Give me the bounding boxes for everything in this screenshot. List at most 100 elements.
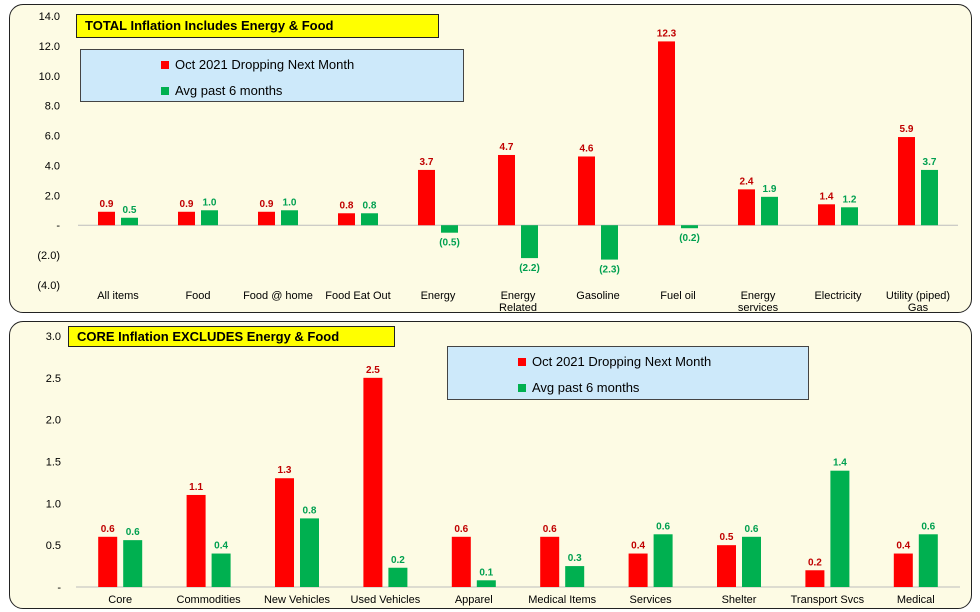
- bar-oct-2021: [275, 478, 294, 587]
- data-label: 0.9: [180, 199, 194, 210]
- bar-oct-2021: [893, 553, 913, 587]
- y-tick-label: -: [57, 582, 61, 594]
- bar-oct-2021: [178, 211, 195, 226]
- y-tick-label: (4.0): [37, 280, 60, 292]
- chart-title: CORE Inflation EXCLUDES Energy & Food: [68, 326, 395, 347]
- chart-legend: Oct 2021 Dropping Next Month Avg past 6 …: [80, 49, 464, 102]
- data-label: 3.7: [420, 157, 434, 168]
- bar-avg-6-months: [201, 210, 218, 226]
- data-label: 2.4: [740, 176, 754, 187]
- bar-avg-6-months: [476, 580, 496, 587]
- data-label: 0.6: [921, 521, 935, 532]
- bar-avg-6-months: [681, 225, 698, 229]
- y-tick-label: 6.0: [45, 131, 60, 143]
- data-label: 0.9: [100, 199, 114, 210]
- data-label: 1.3: [278, 465, 292, 476]
- bar-avg-6-months: [211, 553, 231, 587]
- data-label: 3.7: [923, 157, 937, 168]
- data-label: 0.1: [479, 567, 493, 578]
- bar-oct-2021: [818, 204, 835, 226]
- legend-item-oct-2021: Oct 2021 Dropping Next Month: [161, 57, 354, 72]
- bar-oct-2021: [186, 494, 206, 587]
- data-label: 5.9: [900, 124, 914, 135]
- chart-title: TOTAL Inflation Includes Energy & Food: [76, 14, 439, 38]
- x-category-label: Shelter: [722, 594, 757, 606]
- bar-avg-6-months: [300, 518, 319, 587]
- bar-avg-6-months: [521, 225, 538, 259]
- data-label: 0.8: [363, 200, 377, 211]
- data-label: (0.2): [679, 233, 700, 244]
- x-category-label: Transport Svcs: [791, 594, 865, 606]
- data-label: 0.5: [720, 532, 734, 543]
- data-label: 1.4: [820, 191, 834, 202]
- bar-oct-2021: [628, 553, 648, 587]
- bar-avg-6-months: [388, 567, 408, 587]
- bar-oct-2021: [898, 137, 915, 226]
- y-tick-label: 0.5: [46, 540, 61, 552]
- data-label: 1.9: [763, 184, 777, 195]
- x-category-label: Fuel oil: [660, 290, 695, 302]
- data-label: 1.4: [833, 458, 847, 469]
- total-inflation-panel: 14.0 12.0 10.0 8.0 6.0 4.0 2.0 - (2.0) (4.0) 0.9 0.…: [9, 4, 972, 313]
- x-category-label: Electricity: [814, 290, 862, 302]
- data-label: 0.2: [391, 555, 405, 566]
- y-tick-label: 10.0: [39, 71, 60, 83]
- bar-oct-2021: [498, 154, 515, 226]
- x-category-label: New Vehicles: [264, 594, 331, 606]
- data-label: 0.8: [340, 200, 354, 211]
- y-tick-label: 14.0: [39, 11, 60, 23]
- bar-avg-6-months: [441, 225, 458, 233]
- data-label: (2.3): [599, 265, 620, 276]
- data-label: 0.6: [101, 524, 115, 535]
- data-label: 4.6: [580, 143, 594, 154]
- x-category-label: Gasoline: [576, 290, 619, 302]
- x-category-label: Food @ home: [243, 290, 313, 302]
- data-label: (2.2): [519, 263, 540, 274]
- x-category-label: Energy: [741, 290, 776, 302]
- x-category-label: Core: [108, 594, 132, 606]
- legend-swatch-red: [518, 357, 526, 366]
- y-tick-label: 4.0: [45, 160, 60, 172]
- bar-avg-6-months: [921, 169, 938, 226]
- data-label: 1.0: [203, 197, 217, 208]
- data-label: 0.6: [745, 524, 759, 535]
- y-tick-label: (2.0): [37, 250, 60, 262]
- bar-avg-6-months: [841, 207, 858, 226]
- bar-oct-2021: [540, 536, 560, 587]
- x-category-label: Energy: [501, 290, 536, 302]
- y-tick-label: -: [56, 220, 60, 232]
- bar-oct-2021: [717, 545, 736, 587]
- x-category-label: Services: [630, 594, 673, 606]
- legend-label: Avg past 6 months: [532, 380, 640, 395]
- data-label: 0.5: [123, 205, 137, 216]
- bar-oct-2021: [418, 169, 435, 226]
- data-label: 0.9: [260, 199, 274, 210]
- bar-avg-6-months: [123, 540, 143, 587]
- bar-oct-2021: [658, 41, 675, 226]
- y-tick-label: 2.5: [46, 373, 61, 385]
- data-label: 0.2: [808, 557, 822, 568]
- core-inflation-chart: 3.0 2.5 2.0 1.5 1.0 0.5 - 0.6 0.6 Core 1.1 0.4 Commo…: [46, 331, 960, 606]
- x-category-label: Energy: [421, 290, 456, 302]
- data-label: (0.5): [439, 238, 460, 249]
- bar-oct-2021: [98, 211, 115, 226]
- bar-oct-2021: [738, 189, 755, 226]
- bar-avg-6-months: [742, 536, 761, 587]
- data-label: 0.4: [214, 541, 228, 552]
- x-category-label: Food Eat Out: [325, 290, 390, 302]
- bar-oct-2021: [338, 213, 355, 226]
- x-category-label: Medical: [897, 594, 935, 606]
- data-label: 4.7: [500, 142, 514, 153]
- chart-legend: Oct 2021 Dropping Next Month Avg past 6 …: [447, 346, 809, 400]
- x-category-label: All items: [97, 290, 139, 302]
- x-category-label: Food: [185, 290, 210, 302]
- legend-swatch-green: [161, 86, 169, 95]
- y-tick-label: 12.0: [39, 41, 60, 53]
- data-label: 0.6: [543, 524, 557, 535]
- bar-oct-2021: [578, 156, 595, 226]
- bar-avg-6-months: [281, 210, 298, 226]
- x-category-label: Apparel: [455, 594, 493, 606]
- data-label: 12.3: [657, 28, 677, 39]
- bar-oct-2021: [258, 211, 275, 226]
- bar-oct-2021: [451, 536, 471, 587]
